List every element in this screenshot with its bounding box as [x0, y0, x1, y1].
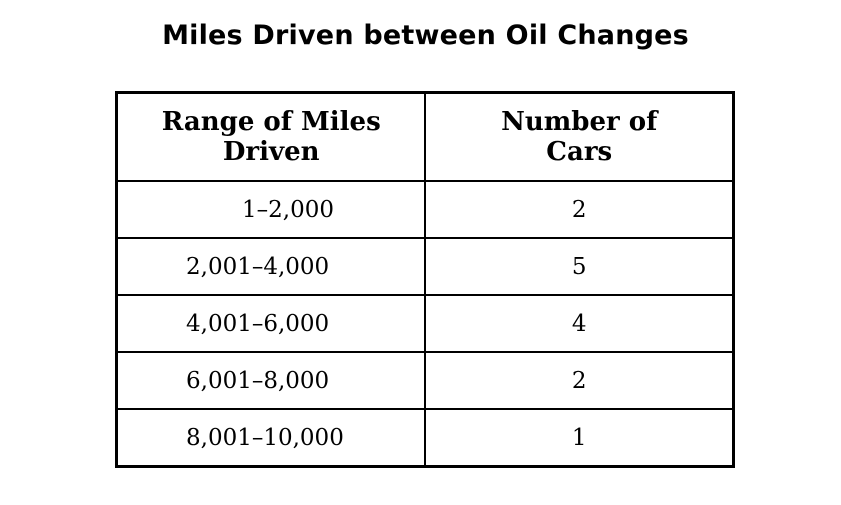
- header-range-line1: Range of Miles: [161, 107, 381, 137]
- header-number-of-cars: Number of Cars: [424, 91, 735, 182]
- header-count-line1: Number of: [501, 107, 658, 137]
- table-row: 1–2,000 2: [115, 180, 735, 239]
- range-value: 6,001–8,000: [186, 367, 330, 394]
- range-cell: 8,001–10,000: [115, 408, 427, 468]
- header-range-of-miles: Range of Miles Driven: [115, 91, 427, 182]
- table-row: 6,001–8,000 2: [115, 351, 735, 410]
- count-cell: 1: [424, 408, 735, 468]
- count-cell: 4: [424, 294, 735, 353]
- range-cell: 6,001–8,000: [115, 351, 427, 410]
- range-value: 2,001–4,000: [186, 253, 330, 280]
- range-value: 8,001–10,000: [186, 424, 344, 451]
- range-cell: 4,001–6,000: [115, 294, 427, 353]
- range-cell: 1–2,000: [115, 180, 427, 239]
- count-cell: 2: [424, 180, 735, 239]
- count-cell: 5: [424, 237, 735, 296]
- table-header-row: Range of Miles Driven Number of Cars: [115, 91, 735, 182]
- data-table: Range of Miles Driven Number of Cars 1–2…: [115, 91, 735, 468]
- header-range-line2: Driven: [222, 137, 320, 167]
- range-value: 4,001–6,000: [186, 310, 330, 337]
- range-value: 1–2,000: [242, 196, 334, 223]
- range-cell: 2,001–4,000: [115, 237, 427, 296]
- header-count-line2: Cars: [546, 137, 613, 167]
- count-cell: 2: [424, 351, 735, 410]
- table-row: 8,001–10,000 1: [115, 408, 735, 468]
- page-title: Miles Driven between Oil Changes: [162, 20, 689, 51]
- table-row: 4,001–6,000 4: [115, 294, 735, 353]
- table-row: 2,001–4,000 5: [115, 237, 735, 296]
